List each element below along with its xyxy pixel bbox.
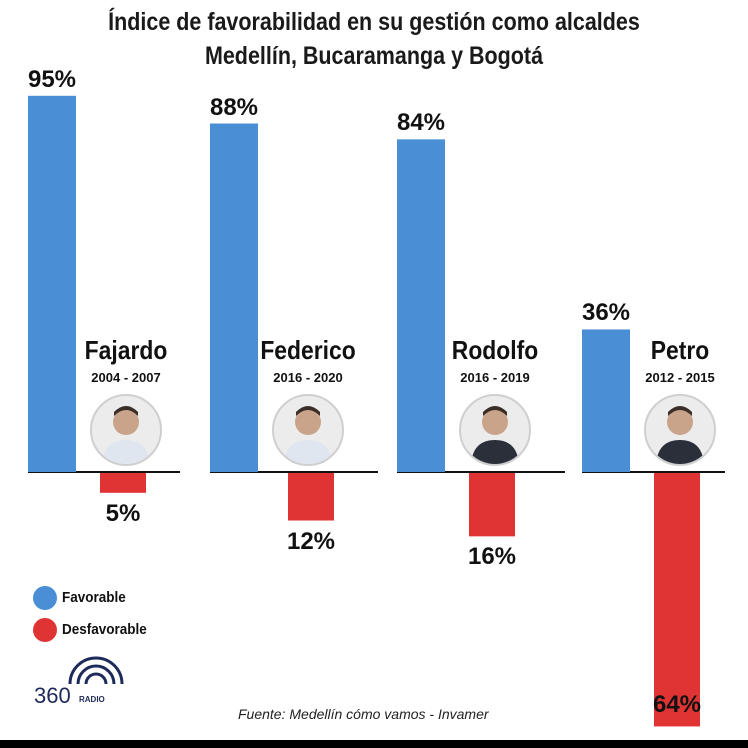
candidate-period-fajardo: 2004 - 2007 bbox=[91, 370, 161, 385]
bar-desfavorable-rodolfo bbox=[469, 473, 515, 537]
chart-subtitle: Medellín, Bucaramanga y Bogotá bbox=[204, 42, 544, 70]
value-label-favorable-petro: 36% bbox=[581, 299, 631, 327]
radio-logo-icon bbox=[68, 656, 124, 685]
logo-text: 360 bbox=[34, 683, 71, 708]
value-label-desfavorable-petro: 64% bbox=[652, 691, 702, 719]
candidate-period-rodolfo: 2016 - 2019 bbox=[460, 370, 530, 385]
value-label-favorable-federico: 88% bbox=[209, 93, 259, 121]
bar-desfavorable-petro bbox=[654, 473, 700, 727]
legend-label-desfavorable: Desfavorable bbox=[62, 621, 147, 638]
person-photo-icon bbox=[644, 394, 716, 466]
legend-swatch-desfavorable bbox=[33, 618, 57, 642]
legend-swatch-favorable bbox=[33, 586, 57, 610]
chart-title: Índice de favorabilidad en su gestión co… bbox=[108, 8, 640, 36]
candidate-name-rodolfo: Rodolfo bbox=[451, 335, 539, 365]
candidate-period-federico: 2016 - 2020 bbox=[273, 370, 343, 385]
bar-favorable-fajardo bbox=[28, 95, 76, 473]
logo-subtext: RADIO bbox=[79, 695, 105, 704]
person-photo-icon bbox=[272, 394, 344, 466]
bar-favorable-federico bbox=[210, 123, 258, 473]
person-photo-icon bbox=[90, 394, 162, 466]
person-photo-icon bbox=[459, 394, 531, 466]
bar-favorable-petro bbox=[582, 329, 630, 472]
bar-desfavorable-fajardo bbox=[100, 473, 146, 493]
source-note: Fuente: Medellín cómo vamos - Invamer bbox=[238, 706, 489, 722]
bar-favorable-rodolfo bbox=[397, 139, 445, 473]
value-label-desfavorable-fajardo: 5% bbox=[105, 499, 141, 527]
candidate-period-petro: 2012 - 2015 bbox=[645, 370, 715, 385]
legend-label-favorable: Favorable bbox=[62, 589, 126, 606]
value-label-favorable-fajardo: 95% bbox=[27, 65, 77, 93]
bar-desfavorable-federico bbox=[288, 473, 334, 521]
candidate-name-federico: Federico bbox=[260, 335, 356, 365]
value-label-desfavorable-federico: 12% bbox=[286, 527, 336, 555]
candidate-name-fajardo: Fajardo bbox=[84, 335, 168, 365]
value-label-favorable-rodolfo: 84% bbox=[396, 109, 446, 137]
value-label-desfavorable-rodolfo: 16% bbox=[467, 543, 517, 571]
bottom-bar bbox=[0, 740, 748, 748]
candidate-name-petro: Petro bbox=[650, 335, 710, 365]
